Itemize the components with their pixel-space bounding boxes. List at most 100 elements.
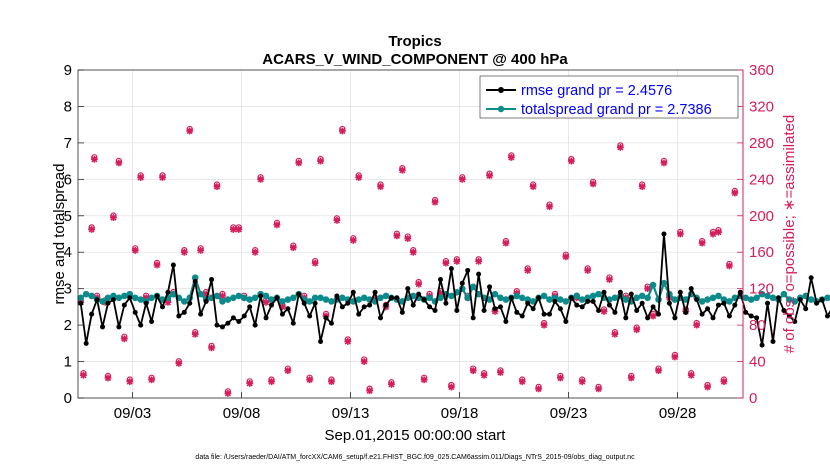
obs-star-stroke [350, 237, 357, 244]
rmse-point [149, 318, 155, 324]
obs-assimilated-marker [104, 374, 112, 382]
obs-assimilated-marker [546, 203, 553, 211]
y-tick-label-right: 120 [749, 281, 774, 298]
obs-assimilated-marker [388, 380, 395, 388]
rmse-point [470, 315, 476, 321]
totalspread-point [448, 292, 455, 300]
rmse-point [258, 293, 264, 299]
totalspread-point [121, 292, 128, 300]
rmse-point [786, 313, 792, 319]
obs-star-stroke [208, 344, 215, 352]
totalspread-point [148, 294, 155, 302]
obs-assimilated-marker [709, 230, 717, 238]
totalspread-point [339, 294, 346, 302]
totalspread-point [633, 294, 641, 302]
obs-star-stroke [132, 247, 139, 254]
obs-assimilated-marker [153, 261, 161, 269]
y-tick-label-left: 2 [64, 317, 72, 334]
rmse-point [394, 295, 400, 301]
obs-assimilated-marker [115, 159, 123, 167]
totalspread-point [753, 294, 760, 302]
obs-assimilated-marker [447, 383, 455, 391]
obs-star-stroke [584, 267, 591, 274]
obs-assimilated-marker [524, 267, 532, 274]
rmse-point [590, 298, 596, 304]
chart-subtitle: ACARS_V_WIND_COMPONENT @ 400 hPa [262, 51, 568, 68]
totalspread-point [747, 296, 755, 303]
rmse-point [383, 302, 389, 308]
rmse-point [350, 289, 356, 295]
obs-star-stroke [328, 378, 335, 385]
obs-star-stroke [333, 217, 341, 224]
obs-assimilated-marker [535, 385, 542, 393]
totalspread-point [219, 298, 226, 305]
obs-star-stroke [600, 308, 608, 315]
obs-star-stroke [693, 321, 700, 329]
y-tick-label-right: 280 [749, 135, 774, 152]
obs-star-stroke [361, 358, 368, 365]
totalspread-point [824, 294, 830, 302]
rmse-point [754, 315, 760, 321]
rmse-point [225, 320, 231, 326]
obs-star-stroke [677, 230, 684, 238]
obs-assimilated-marker [589, 180, 597, 188]
totalspread-point [769, 294, 777, 302]
totalspread-point [502, 296, 510, 303]
rmse-point [476, 271, 482, 277]
obs-star-stroke [611, 331, 619, 338]
legend-spread-label: totalspread grand pr = 2.7386 [521, 102, 712, 118]
totalspread-point [546, 296, 553, 303]
totalspread-point [262, 292, 270, 300]
obs-assimilated-marker [213, 183, 221, 191]
obs-assimilated-marker [311, 259, 319, 267]
rmse-point [219, 324, 225, 330]
obs-star-stroke [366, 387, 373, 394]
rmse-point [181, 309, 187, 315]
rmse-point [399, 309, 405, 315]
obs-star-stroke [480, 372, 488, 379]
obs-assimilated-marker [731, 189, 739, 197]
obs-star-stroke [486, 172, 493, 179]
obs-star-stroke [399, 167, 406, 174]
obs-star-stroke [644, 285, 651, 292]
x-tick-label: 09/03 [114, 405, 152, 422]
totalspread-point [246, 296, 254, 303]
obs-assimilated-marker [191, 330, 199, 338]
obs-star-stroke [284, 367, 291, 374]
y-tick-label-right: 40 [749, 354, 766, 371]
totalspread-point [180, 298, 188, 305]
rmse-point [721, 300, 727, 306]
obs-star-stroke [671, 353, 678, 361]
chart-title: Tropics [388, 33, 441, 50]
totalspread-point [540, 292, 548, 300]
rmse-point [296, 291, 302, 297]
rmse-point [89, 311, 95, 317]
rmse-point [694, 297, 700, 303]
obs-assimilated-marker [698, 239, 706, 247]
obs-assimilated-marker [235, 226, 243, 233]
obs-star-stroke [257, 176, 264, 183]
rmse-point [677, 289, 683, 295]
rmse-point [574, 302, 580, 308]
obs-assimilated-marker [715, 228, 722, 236]
obs-star-stroke [115, 159, 122, 167]
obs-assimilated-marker [633, 326, 641, 334]
rmse-point [290, 320, 296, 326]
obs-star-stroke [519, 378, 526, 385]
rmse-point [530, 306, 536, 312]
totalspread-point [704, 296, 711, 303]
rmse-point [639, 300, 645, 306]
obs-star-stroke [470, 367, 477, 374]
obs-star-stroke [508, 154, 515, 161]
obs-star-stroke [502, 239, 510, 247]
obs-star-stroke [404, 235, 411, 242]
totalspread-point [110, 292, 117, 300]
obs-star-stroke [720, 378, 728, 385]
totalspread-point [464, 294, 472, 302]
y-tick-label-left: 1 [64, 354, 72, 371]
obs-assimilated-marker [458, 175, 466, 183]
rmse-point [579, 304, 585, 310]
y-axis-label-left: rmse and totalspread [51, 164, 68, 305]
